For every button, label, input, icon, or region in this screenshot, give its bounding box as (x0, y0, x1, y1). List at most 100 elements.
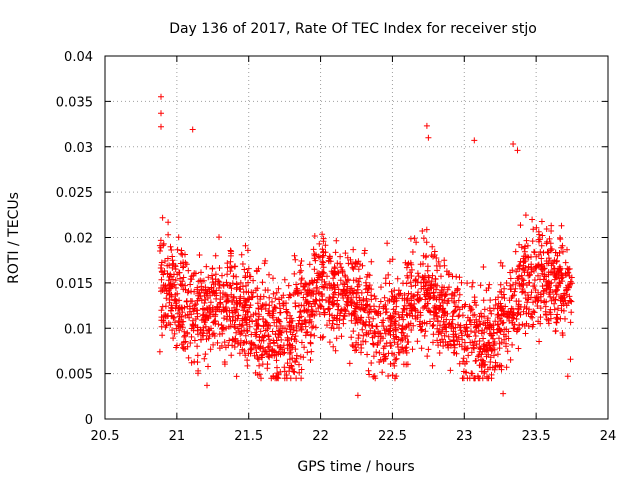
data-point (237, 337, 244, 344)
data-point (479, 360, 486, 367)
data-point (202, 351, 209, 358)
data-point (508, 286, 515, 293)
data-point (467, 339, 474, 346)
data-point (293, 327, 300, 334)
data-point (504, 313, 511, 320)
data-point (394, 275, 401, 282)
y-tick-label: 0.02 (64, 232, 93, 247)
data-point (442, 324, 449, 331)
data-point (383, 306, 390, 312)
data-point (375, 312, 382, 319)
data-point (326, 317, 333, 324)
y-tick-label: 0.005 (56, 368, 93, 383)
data-point (440, 343, 447, 349)
data-point (456, 274, 463, 281)
data-point (316, 297, 323, 304)
data-point (296, 309, 303, 316)
data-point (496, 315, 503, 322)
data-point (312, 257, 319, 264)
data-point (271, 304, 278, 310)
data-point (230, 294, 237, 301)
data-point (241, 266, 248, 273)
data-point (501, 295, 508, 302)
data-point (356, 304, 363, 311)
data-point (333, 315, 340, 322)
data-point (302, 297, 309, 303)
data-point (270, 275, 276, 282)
data-point (298, 289, 305, 296)
data-point (448, 342, 454, 349)
data-point (473, 357, 480, 364)
data-point (497, 300, 504, 307)
data-point (233, 301, 240, 308)
data-point (481, 306, 488, 313)
data-point (524, 299, 531, 306)
data-point (519, 276, 526, 283)
data-point (404, 339, 411, 345)
data-point (439, 307, 446, 314)
data-point (548, 262, 555, 269)
data-point (315, 290, 322, 297)
data-point (169, 253, 176, 260)
data-point (412, 315, 419, 322)
data-point (408, 302, 414, 309)
data-point (532, 298, 539, 305)
data-point (334, 260, 341, 267)
data-point (214, 306, 221, 313)
data-point (369, 322, 376, 329)
data-point (509, 341, 516, 348)
data-point (308, 303, 315, 310)
data-point (449, 290, 456, 297)
data-point (201, 355, 208, 362)
data-point (503, 364, 510, 371)
data-point (333, 237, 340, 244)
data-point (352, 308, 359, 315)
data-point (418, 279, 425, 286)
data-point (166, 262, 173, 269)
data-point (257, 328, 264, 335)
data-point (283, 328, 290, 335)
data-point (298, 275, 305, 282)
data-point (304, 329, 311, 335)
data-point (425, 300, 431, 307)
data-point (419, 228, 426, 234)
data-point (273, 375, 280, 382)
data-point (318, 303, 324, 310)
data-point (362, 338, 369, 345)
data-point (356, 275, 363, 282)
data-point (162, 303, 169, 310)
data-point (443, 328, 450, 335)
data-point (205, 363, 211, 370)
data-point (562, 259, 569, 266)
data-point (503, 326, 510, 333)
data-point (192, 270, 199, 277)
data-point (545, 249, 552, 256)
data-point (364, 351, 371, 358)
data-point (359, 321, 366, 327)
data-point (360, 296, 367, 303)
data-point (473, 316, 480, 323)
data-point (169, 276, 176, 283)
data-point (174, 246, 181, 253)
data-point (216, 331, 223, 338)
data-point (403, 264, 410, 271)
data-point (423, 289, 430, 296)
data-point (292, 300, 299, 307)
data-point (245, 350, 252, 357)
data-point (182, 251, 188, 258)
data-point (507, 356, 514, 363)
data-point (389, 372, 396, 379)
data-point (241, 348, 248, 354)
data-point (159, 214, 166, 221)
data-point (490, 340, 497, 347)
data-point (248, 294, 255, 301)
data-point (239, 303, 246, 310)
data-point (421, 332, 428, 339)
data-point (359, 326, 366, 333)
data-point (400, 305, 407, 312)
data-point (437, 322, 443, 329)
data-point (187, 281, 194, 288)
data-point (521, 245, 528, 252)
data-point (454, 286, 461, 293)
